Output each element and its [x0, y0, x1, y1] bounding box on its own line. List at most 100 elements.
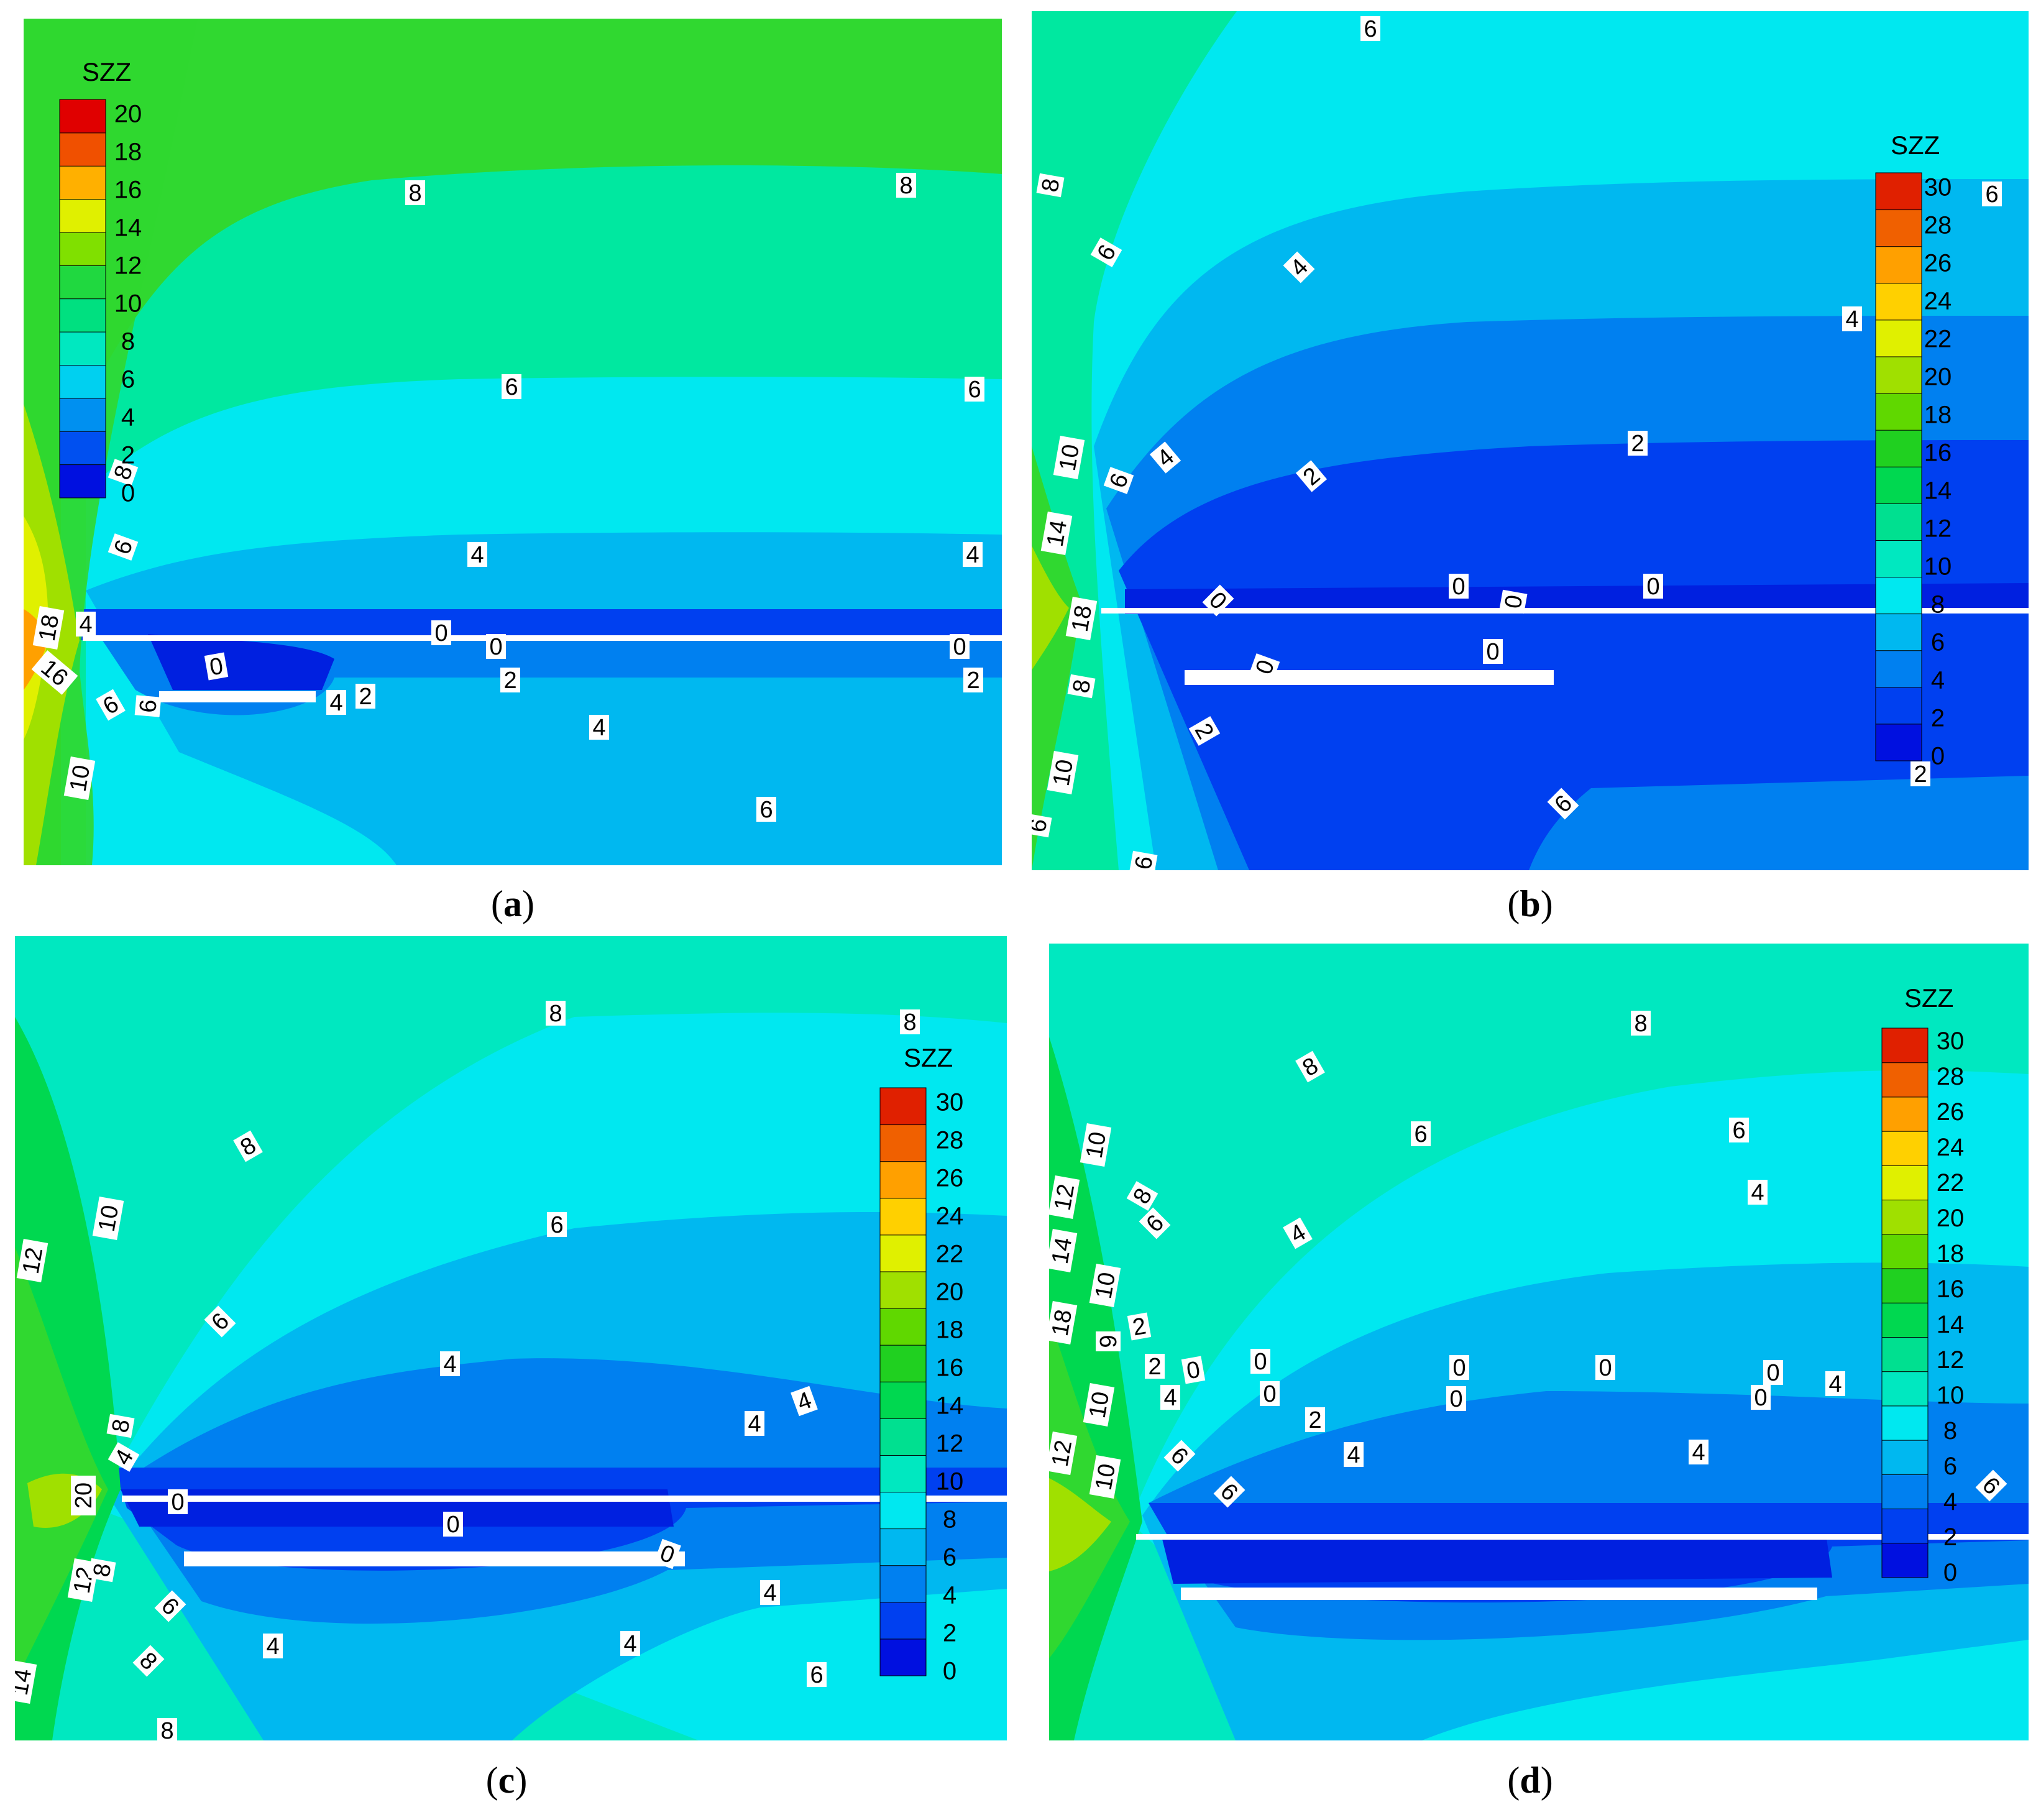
- contour-label-bg: [168, 1489, 188, 1514]
- contour-label-bg: [204, 652, 229, 681]
- legend-tick-label: 20: [114, 101, 142, 128]
- contour-label-text: 18: [34, 613, 65, 643]
- legend-swatch: [1881, 1199, 1929, 1235]
- contour-label: 0: [1763, 1360, 1783, 1386]
- contour-label-bg: [1049, 1175, 1080, 1219]
- contour-label-text: 0: [1754, 1385, 1767, 1411]
- legend-swatch: [879, 1124, 927, 1162]
- contour-label-text: 0: [171, 1489, 184, 1515]
- contour-label-bg: [745, 1411, 764, 1436]
- contour-label-bg: [1595, 1355, 1615, 1380]
- contour-label: 4: [1160, 1385, 1180, 1411]
- contour-label-text: 6: [1985, 182, 1998, 208]
- contour-label-bg: [1032, 813, 1052, 838]
- legend-swatch: [879, 1344, 927, 1382]
- legend-tick-label: 10: [1937, 1382, 1965, 1409]
- contour-label-text: 10: [1091, 1462, 1121, 1492]
- contour-label-text: 4: [443, 1351, 456, 1377]
- contour-label-bg: [1689, 1440, 1708, 1464]
- contour-label-bg: [1249, 653, 1280, 681]
- legend-swatch: [1881, 1474, 1929, 1510]
- contour-label: 0: [168, 1489, 188, 1515]
- contour-label-bg: [1188, 716, 1221, 746]
- legend-tick-label: 12: [114, 252, 142, 280]
- contour-label: 2: [1910, 761, 1930, 788]
- contour-band: [1032, 11, 1237, 870]
- fracture-line: [159, 691, 316, 702]
- legend-tick-label: 14: [1937, 1311, 1965, 1338]
- legend-tick-label: 4: [1943, 1488, 1957, 1515]
- contour-band: [80, 609, 1002, 640]
- contour-label-bg: [1127, 1312, 1152, 1341]
- caption-d: (d): [1507, 1760, 1553, 1801]
- contour-label: 6: [1729, 1118, 1749, 1144]
- legend-tick-label: 26: [1937, 1098, 1965, 1126]
- contour-label-text: 4: [1751, 1180, 1764, 1206]
- legend-swatch: [1875, 723, 1922, 761]
- contour-label-bg: [71, 1476, 96, 1515]
- legend-tick-label: 4: [943, 1582, 956, 1609]
- legend-swatch: [879, 1234, 927, 1272]
- legend-tick-label: 12: [1924, 515, 1952, 543]
- contour-label-bg: [1499, 589, 1528, 614]
- legend-swatch: [1875, 356, 1922, 394]
- contour-label: 6: [1129, 850, 1158, 870]
- contour-label-bg: [486, 634, 506, 659]
- contour-label: 4: [760, 1580, 780, 1606]
- contour-label: 8: [405, 180, 425, 206]
- contour-label: 2: [1145, 1354, 1165, 1380]
- legend-tick-label: 8: [943, 1506, 956, 1533]
- contour-label-bg: [1411, 1121, 1431, 1146]
- contour-label-bg: [1083, 1383, 1115, 1427]
- contour-label: 4: [467, 542, 487, 568]
- contour-label: 0: [1446, 1386, 1466, 1412]
- contour-label: 6: [1032, 813, 1053, 838]
- contour-label: 0: [443, 1512, 463, 1538]
- contour-label: 6: [807, 1662, 827, 1688]
- fracture-line: [122, 1496, 1007, 1502]
- contour-label: 6: [1982, 182, 2002, 208]
- legend-swatch: [1875, 503, 1922, 541]
- contour-label-text: 10: [1085, 1390, 1115, 1420]
- legend-tick-label: 22: [1937, 1169, 1965, 1197]
- legend-swatch: [1875, 172, 1922, 211]
- contour-label-text: 10: [1091, 1271, 1121, 1301]
- legend-title: SZZ: [1904, 983, 1953, 1013]
- contour-label-bg: [950, 634, 970, 659]
- contour-label-text: 6: [1414, 1121, 1427, 1147]
- legend-tick-label: 26: [1924, 250, 1952, 277]
- legend-swatch: [59, 331, 106, 365]
- legend-swatch: [1881, 1371, 1929, 1407]
- legend-tick-label: 12: [1937, 1346, 1965, 1374]
- contour-label-bg: [1260, 1381, 1280, 1406]
- contour-label-text: 6: [135, 699, 162, 714]
- contour-label: 0: [204, 652, 229, 681]
- legend-swatch: [879, 1528, 927, 1566]
- legend-swatch: [59, 464, 106, 499]
- legend-swatch: [1875, 282, 1922, 321]
- contour-label-bg: [1149, 441, 1181, 474]
- contour-label: 8: [1067, 674, 1096, 699]
- legend-swatch: [879, 1601, 927, 1640]
- contour-label: 14: [1049, 1229, 1077, 1272]
- contour-label-bg: [1763, 1360, 1783, 1385]
- legend-tick-label: 2: [943, 1620, 956, 1647]
- contour-label-text: 0: [1452, 574, 1465, 600]
- legend-tick-label: 16: [1924, 439, 1952, 467]
- contour-band: [121, 1489, 674, 1527]
- legend-swatch: [59, 298, 106, 333]
- contour-label-bg: [1067, 674, 1096, 699]
- fracture-line: [1136, 1534, 2029, 1540]
- contour-label-text: 4: [763, 1580, 776, 1606]
- legend-swatch: [1881, 1027, 1929, 1064]
- contour-label-bg: [1250, 1349, 1270, 1374]
- contour-label-text: 2: [966, 668, 979, 694]
- legend-tick-label: 18: [114, 139, 142, 166]
- contour-label: 4: [76, 612, 96, 638]
